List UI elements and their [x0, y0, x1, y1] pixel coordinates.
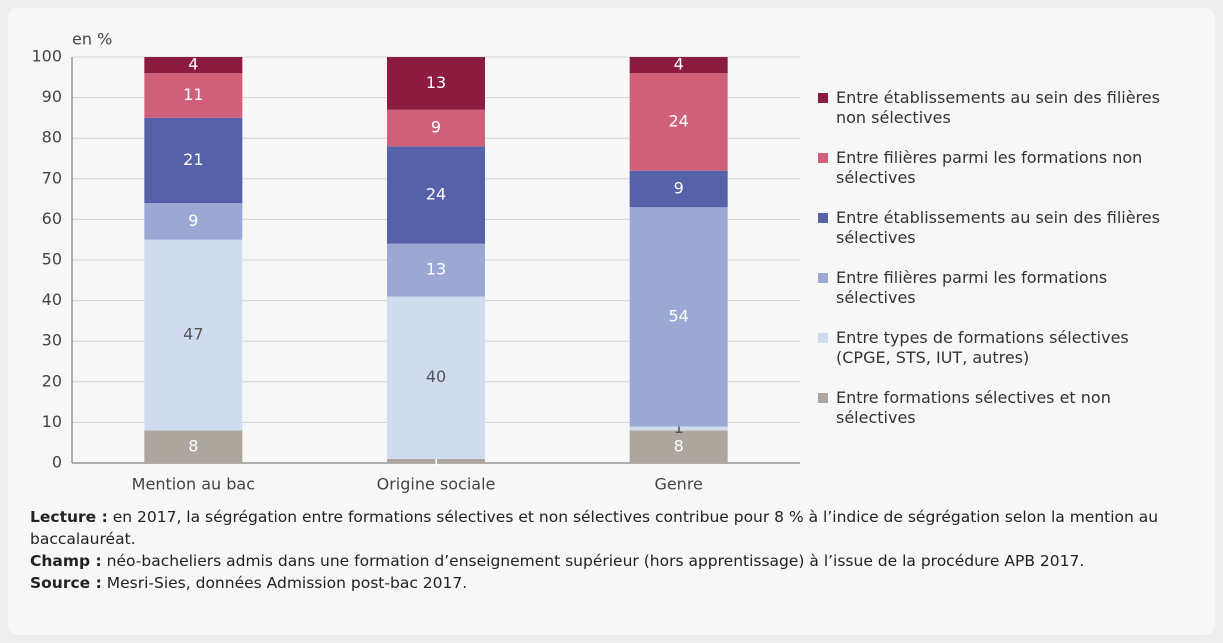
legend-swatch	[818, 273, 828, 283]
legend-item: Entre filières parmi les formations non …	[818, 148, 1178, 188]
y-tick-label: 70	[42, 168, 62, 187]
y-tick-label: 40	[42, 290, 62, 309]
bar-segment	[629, 170, 728, 208]
note-text: néo-bacheliers admis dans une formation …	[106, 552, 1085, 570]
value-label: 4	[188, 55, 198, 74]
legend-label: Entre types de formations sélectives (CP…	[836, 328, 1129, 367]
bar-segment	[387, 458, 485, 463]
note-label: Source :	[30, 574, 102, 592]
notes: Lecture : en 2017, la ségrégation entre …	[30, 506, 1200, 594]
note-label: Lecture :	[30, 508, 108, 526]
note: Champ : néo-bacheliers admis dans une fo…	[30, 550, 1200, 572]
note-text: en 2017, la ségrégation entre formations…	[30, 508, 1159, 548]
y-tick-label: 30	[42, 331, 62, 350]
legend-label: Entre établissements au sein des filière…	[836, 208, 1160, 247]
bar-segment	[387, 296, 485, 459]
legend-item: Entre établissements au sein des filière…	[818, 88, 1178, 128]
y-tick-label: 100	[31, 47, 62, 66]
bar-segment	[144, 430, 243, 463]
y-tick-label: 90	[42, 87, 62, 106]
y-tick-label: 80	[42, 128, 62, 147]
legend: Entre établissements au sein des filière…	[818, 88, 1178, 448]
legend-item: Entre formations sélectives et non sélec…	[818, 388, 1178, 428]
bar-segment	[144, 73, 243, 118]
bar-segment	[629, 426, 728, 431]
y-tick-label: 50	[42, 250, 62, 269]
value-label: 21	[183, 150, 203, 169]
legend-swatch	[818, 93, 828, 103]
value-label: 8	[188, 436, 198, 455]
legend-item: Entre filières parmi les formations séle…	[818, 268, 1178, 308]
bar-segment	[144, 239, 243, 431]
legend-swatch	[818, 393, 828, 403]
x-tick-label: Origine sociale	[377, 475, 496, 494]
legend-label: Entre formations sélectives et non sélec…	[836, 388, 1111, 427]
y-unit-label: en %	[72, 30, 112, 49]
legend-swatch	[818, 333, 828, 343]
bar-segment	[144, 203, 243, 240]
bar-segment	[387, 146, 485, 244]
y-tick-label: 20	[42, 371, 62, 390]
value-label: 9	[431, 118, 441, 137]
bar-segment	[144, 117, 243, 204]
value-label: 4	[674, 55, 684, 74]
x-tick-label: Genre	[654, 475, 702, 494]
bar-segment	[387, 109, 485, 147]
note-text: Mesri-Sies, données Admission post-bac 2…	[106, 574, 468, 592]
value-label: 47	[183, 325, 203, 344]
bar-segment	[629, 207, 728, 427]
legend-label: Entre établissements au sein des filière…	[836, 88, 1160, 127]
bar-segment	[629, 430, 728, 463]
legend-item: Entre types de formations sélectives (CP…	[818, 328, 1178, 368]
note-label: Champ :	[30, 552, 102, 570]
value-label: 8	[674, 436, 684, 455]
y-tick-label: 10	[42, 412, 62, 431]
value-label: 24	[426, 185, 446, 204]
value-label: 13	[426, 73, 446, 92]
note: Source : Mesri-Sies, données Admission p…	[30, 572, 1200, 594]
legend-label: Entre filières parmi les formations séle…	[836, 268, 1108, 307]
value-label: 13	[426, 260, 446, 279]
legend-item: Entre établissements au sein des filière…	[818, 208, 1178, 248]
value-label: 40	[426, 367, 446, 386]
y-tick-label: 0	[52, 453, 62, 472]
note: Lecture : en 2017, la ségrégation entre …	[30, 506, 1200, 550]
value-label: 24	[668, 111, 688, 130]
bar-segment	[387, 57, 485, 110]
value-label: 54	[668, 306, 688, 325]
bar-segment	[629, 73, 728, 171]
x-tick-label: Mention au bac	[132, 475, 255, 494]
bar-segment	[387, 243, 485, 297]
value-label: 11	[183, 85, 203, 104]
legend-swatch	[818, 213, 828, 223]
y-tick-label: 60	[42, 209, 62, 228]
value-label: 1	[674, 418, 684, 437]
value-label: 9	[674, 178, 684, 197]
value-label: 1	[431, 450, 441, 469]
value-label: 9	[188, 211, 198, 230]
bar-segment	[629, 57, 728, 74]
legend-swatch	[818, 153, 828, 163]
legend-label: Entre filières parmi les formations non …	[836, 148, 1143, 187]
bar-segment	[144, 57, 243, 74]
